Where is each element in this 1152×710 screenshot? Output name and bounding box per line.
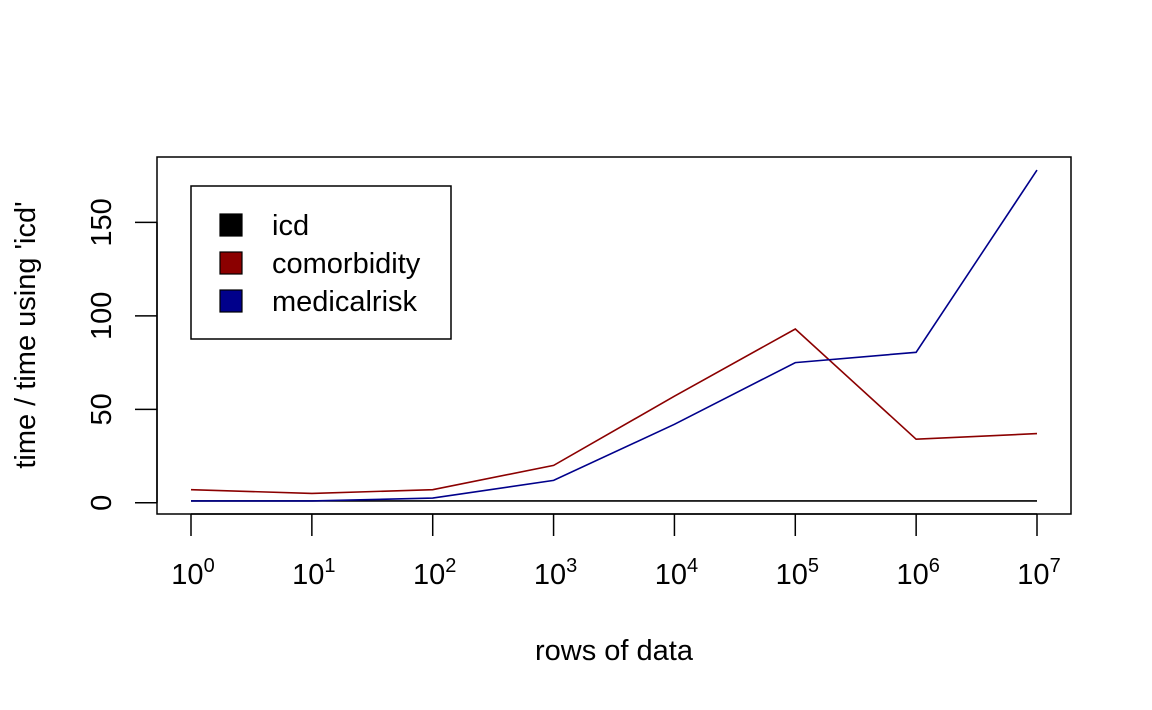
legend-swatch-comorbidity xyxy=(219,251,243,275)
legend-label-icd: icd xyxy=(272,210,309,242)
x-tick-label: 100 xyxy=(171,555,214,591)
x-tick-label: 106 xyxy=(896,555,939,591)
series-line-comorbidity xyxy=(190,328,1038,495)
y-tick-label: 50 xyxy=(86,393,118,425)
legend-swatch-icd xyxy=(219,213,243,237)
legend-swatch-medicalrisk xyxy=(219,289,243,313)
y-axis-label: time / time using 'icd' xyxy=(10,201,42,468)
y-axis: 0 50 100 150 xyxy=(86,198,158,511)
series-layer xyxy=(190,169,1038,502)
x-axis: 100 101 102 103 104 105 106 107 xyxy=(171,513,1061,591)
x-tick-label: 107 xyxy=(1017,555,1060,591)
x-tick-label: 103 xyxy=(534,555,577,591)
y-tick-label: 0 xyxy=(86,495,118,511)
legend-label-medicalrisk: medicalrisk xyxy=(272,286,418,318)
x-axis-label: rows of data xyxy=(535,635,694,667)
legend-label-comorbidity: comorbidity xyxy=(272,248,421,280)
x-tick-label: 104 xyxy=(655,555,698,591)
y-tick-label: 150 xyxy=(86,198,118,246)
y-tick-label: 100 xyxy=(86,292,118,340)
legend: icd comorbidity medicalrisk xyxy=(190,185,452,340)
series-line-medicalrisk xyxy=(191,169,1038,502)
x-tick-label: 101 xyxy=(292,555,335,591)
x-tick-label: 105 xyxy=(776,555,819,591)
x-tick-label: 102 xyxy=(413,555,456,591)
